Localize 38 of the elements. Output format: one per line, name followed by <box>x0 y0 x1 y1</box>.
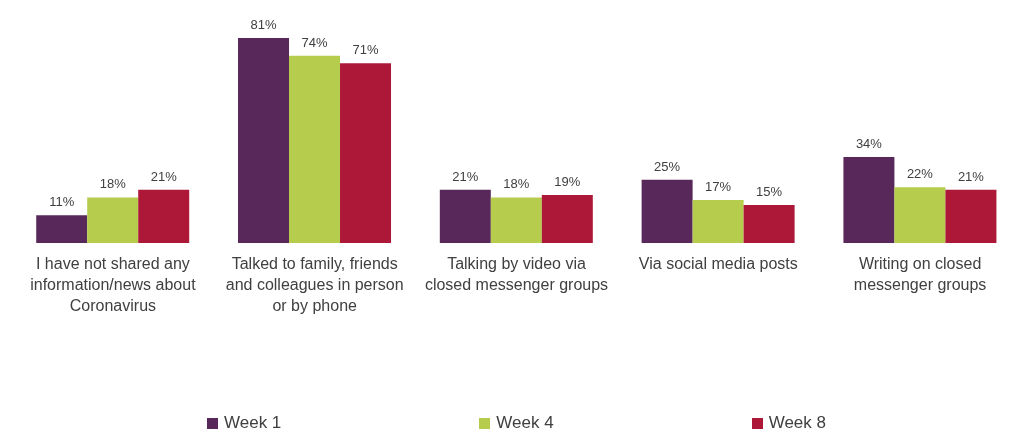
data-label: 18% <box>99 176 127 192</box>
bar <box>289 55 341 243</box>
bar <box>945 189 997 243</box>
x-tick-label: Talking by video via closed messenger groups <box>424 255 609 293</box>
data-label: 11% <box>49 194 75 210</box>
bar <box>439 189 491 243</box>
bar <box>843 156 895 243</box>
data-label: 18% <box>503 176 530 192</box>
legend-label: Week 1 <box>224 413 282 433</box>
data-label: 25% <box>654 158 681 174</box>
x-tick-label: Via social media posts <box>638 255 798 272</box>
data-label: 17% <box>705 178 732 194</box>
data-label: 19% <box>554 173 581 189</box>
bar <box>541 194 593 243</box>
data-label: 21% <box>150 168 178 184</box>
data-label: 74% <box>301 34 328 50</box>
bar <box>490 197 542 243</box>
legend-label: Week 4 <box>496 413 554 433</box>
legend-label: Week 8 <box>768 413 826 433</box>
data-label: 21% <box>452 168 479 184</box>
bar <box>894 187 946 243</box>
bar <box>743 205 795 243</box>
bar <box>87 197 139 243</box>
bar <box>692 199 744 243</box>
data-label: 34% <box>855 135 883 151</box>
data-label: 22% <box>906 166 934 182</box>
data-label: 71% <box>352 42 379 58</box>
bar <box>340 63 392 243</box>
bar <box>641 179 693 243</box>
bar <box>138 189 190 243</box>
x-tick-label: Writing on closed messenger groups <box>853 255 987 293</box>
bar <box>36 215 88 243</box>
x-tick-label: Talked to family, friends and colleagues in person or by phone <box>225 255 404 314</box>
x-tick-label: I have not shared any information/news about Coronavirus <box>30 255 197 314</box>
data-label: 81% <box>250 17 277 32</box>
data-label: 15% <box>756 184 783 200</box>
bar <box>238 38 290 243</box>
data-label: 21% <box>957 168 985 184</box>
